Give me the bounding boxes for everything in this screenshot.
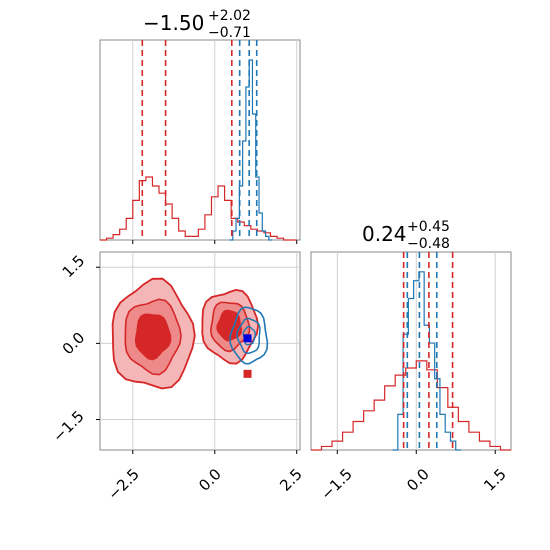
- bottom-right-title-value: 0.24: [362, 222, 407, 246]
- marker-layer: [145, 316, 252, 378]
- y-tick-labels-left: 1.5 0.0 −1.5: [49, 252, 88, 446]
- bottom-right-title-minus: −0.48: [407, 236, 450, 252]
- x-tick-label: 0.0: [195, 465, 225, 495]
- x-tick-label: −1.5: [317, 465, 355, 503]
- blue-marker: [243, 334, 252, 343]
- histogram-step: [229, 59, 273, 241]
- bottom-right-title-plus: +0.45: [407, 219, 450, 235]
- histogram-step: [100, 176, 297, 241]
- y-tick-label: −1.5: [49, 407, 87, 445]
- x-tick-labels-left: −2.5 0.0 2.5: [104, 465, 305, 503]
- bottom-right-title: 0.24 +0.45 −0.48: [362, 219, 450, 252]
- x-tick-labels-right: −1.5 0.0 1.5: [317, 465, 509, 503]
- top-left-title: −1.50 +2.02 −0.71: [143, 8, 251, 41]
- y-tick-label: 1.5: [59, 252, 89, 282]
- histogram-step: [311, 360, 511, 451]
- blue-contour-inner: [242, 325, 257, 346]
- y-tick-label: 0.0: [59, 329, 89, 359]
- top-left-title-plus: +2.02: [208, 8, 251, 24]
- x-tick-label: 2.5: [276, 465, 306, 495]
- top-left-title-minus: −0.71: [208, 25, 251, 41]
- x-tick-label: 1.5: [480, 465, 510, 495]
- top-left-title-value: −1.50: [143, 11, 204, 35]
- blue-contour-outer: [229, 306, 269, 365]
- x-tick-label: −2.5: [104, 465, 142, 503]
- red-marker: [243, 369, 252, 378]
- top-left-panel: [99, 39, 301, 241]
- red-marker: [222, 316, 231, 325]
- histogram-layer: [100, 40, 511, 451]
- bottom-left-panel: [99, 251, 301, 451]
- bottom-right-panel: [310, 251, 512, 451]
- red-marker: [145, 331, 154, 340]
- contour-layer: [111, 277, 269, 390]
- x-tick-label: 0.0: [403, 465, 433, 495]
- blue-contour-mid: [236, 317, 261, 355]
